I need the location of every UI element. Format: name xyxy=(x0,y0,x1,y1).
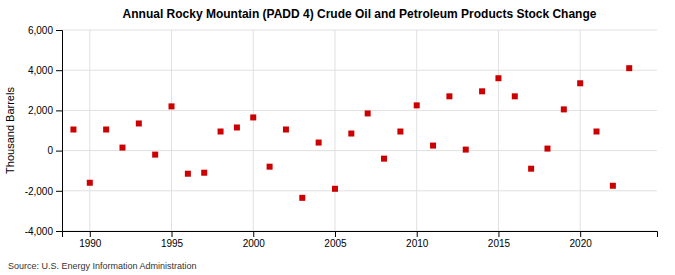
point xyxy=(594,129,600,135)
tick: 0 xyxy=(47,145,62,156)
point xyxy=(512,93,518,99)
annotation: Source: U.S. Energy Information Administ… xyxy=(8,261,197,271)
point xyxy=(332,186,338,192)
point xyxy=(397,129,403,135)
grid xyxy=(62,30,657,231)
point xyxy=(185,171,191,177)
point xyxy=(365,110,371,116)
point xyxy=(103,126,109,132)
tick: 2000 xyxy=(243,231,266,249)
tick: 6,000 xyxy=(28,25,62,36)
y-axis-title: Thousand Barrels xyxy=(4,87,16,174)
point xyxy=(577,80,583,86)
grid-line xyxy=(62,190,657,191)
title: Annual Rocky Mountain (PADD 4) Crude Oil… xyxy=(123,7,597,21)
grid-line xyxy=(580,30,581,231)
tick-mark xyxy=(56,191,62,192)
tick-mark xyxy=(56,231,62,232)
tick-label: 0 xyxy=(47,145,53,156)
tick: 2010 xyxy=(406,231,429,249)
grid-line xyxy=(334,30,335,231)
point xyxy=(626,65,632,71)
chart: 1990 1995 2000 2005 2010 2015 2020 -4,000 -2,000… xyxy=(0,0,675,275)
point xyxy=(495,75,501,81)
tick-mark xyxy=(56,30,62,31)
plot-area: 1990 1995 2000 2005 2010 2015 2020 -4,000 -2,000… xyxy=(25,25,658,249)
tick-mark xyxy=(56,70,62,71)
point xyxy=(381,156,387,162)
point xyxy=(528,166,534,172)
tick-mark xyxy=(172,231,173,237)
tick-label: 2,000 xyxy=(28,105,53,116)
tick-label: -2,000 xyxy=(25,186,54,197)
grid-line xyxy=(89,30,90,231)
grid-line xyxy=(62,70,657,71)
axis-line xyxy=(56,31,63,232)
y-axis: -4,000 -2,000 0 2,000 4,000 6,000 xyxy=(25,25,63,237)
tick-mark xyxy=(580,231,581,237)
point xyxy=(87,180,93,186)
tick-label: 6,000 xyxy=(28,25,53,36)
grid-line xyxy=(498,30,499,231)
grid-line xyxy=(62,150,657,151)
tick-label: 4,000 xyxy=(28,65,53,76)
point xyxy=(348,131,354,137)
tick: 1995 xyxy=(161,231,184,249)
point xyxy=(218,129,224,135)
tick: 1990 xyxy=(79,231,102,249)
tick: 2015 xyxy=(488,231,511,249)
tick-label: 1995 xyxy=(161,238,184,249)
tick-mark xyxy=(335,231,336,237)
grid-line xyxy=(62,110,657,111)
tick-label: 2000 xyxy=(243,238,266,249)
point xyxy=(610,183,616,189)
point xyxy=(119,145,125,151)
tick: 2020 xyxy=(570,231,593,249)
point xyxy=(283,126,289,132)
grid-line xyxy=(416,30,417,231)
points xyxy=(70,65,632,201)
point xyxy=(234,124,240,130)
tick: -2,000 xyxy=(25,186,62,197)
point xyxy=(414,102,420,108)
point xyxy=(169,103,175,109)
point xyxy=(299,195,305,201)
tick: 4,000 xyxy=(28,65,62,76)
tick-mark xyxy=(498,231,499,237)
point xyxy=(479,88,485,94)
tick-label: 2020 xyxy=(570,238,593,249)
grid-line xyxy=(62,30,657,31)
tick-mark xyxy=(90,231,91,237)
point xyxy=(267,164,273,170)
grid-line xyxy=(253,30,254,231)
point xyxy=(250,114,256,120)
point xyxy=(430,143,436,149)
tick-label: -4,000 xyxy=(25,226,54,237)
tick-mark xyxy=(417,231,418,237)
axis-line xyxy=(63,232,658,238)
tick-mark xyxy=(253,231,254,237)
point xyxy=(316,140,322,146)
point xyxy=(70,126,76,132)
grid-line xyxy=(171,30,172,231)
point xyxy=(561,106,567,112)
tick: 2005 xyxy=(324,231,347,249)
point xyxy=(463,147,469,153)
tick: 2,000 xyxy=(28,105,62,116)
point xyxy=(544,146,550,152)
tick-label: 1990 xyxy=(79,238,102,249)
point xyxy=(136,120,142,126)
point xyxy=(446,93,452,99)
tick: -4,000 xyxy=(25,226,62,237)
tick-label: 2005 xyxy=(324,238,347,249)
x-axis: 1990 1995 2000 2005 2010 2015 2020 xyxy=(63,231,658,249)
tick-mark xyxy=(56,110,62,111)
tick-label: 2015 xyxy=(488,238,511,249)
tick-label: 2010 xyxy=(406,238,429,249)
tick-mark xyxy=(56,151,62,152)
point xyxy=(201,170,207,176)
point xyxy=(152,152,158,158)
